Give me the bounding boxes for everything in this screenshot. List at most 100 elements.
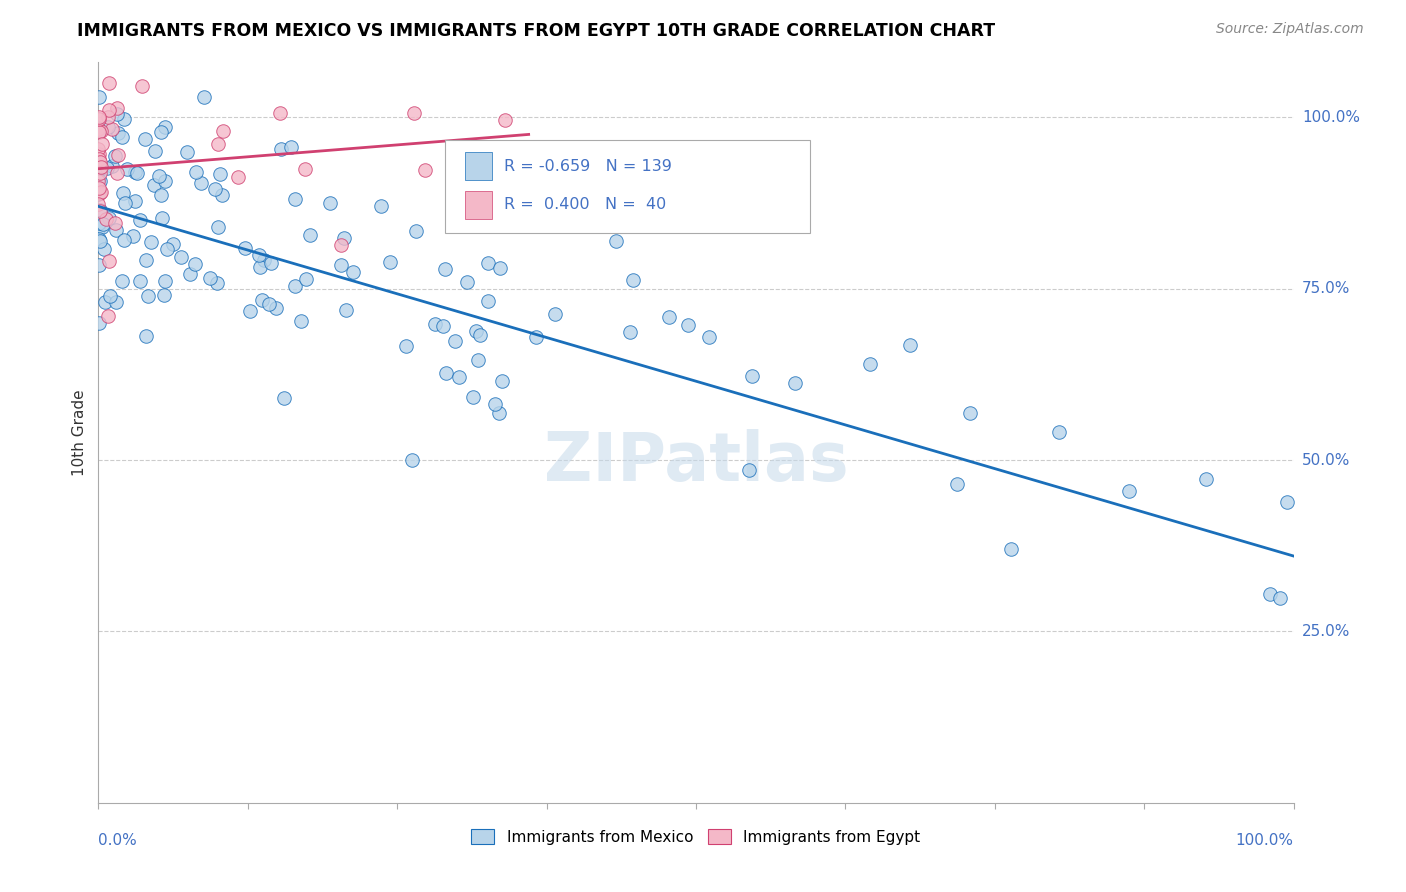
Point <box>117 161 139 176</box>
Point <box>299 227 322 242</box>
Point <box>91 218 114 232</box>
Point <box>103 148 125 162</box>
Point <box>87 174 110 188</box>
Point <box>107 126 129 140</box>
Point <box>257 297 280 311</box>
Point <box>247 248 270 262</box>
Point <box>129 212 152 227</box>
Point <box>183 257 205 271</box>
Text: Source: ZipAtlas.com: Source: ZipAtlas.com <box>1216 22 1364 37</box>
Point <box>959 406 981 420</box>
Point <box>619 325 641 339</box>
Point <box>468 327 491 342</box>
Point <box>264 301 287 316</box>
Point <box>101 159 124 173</box>
Point <box>131 79 153 94</box>
Point <box>697 330 720 344</box>
Point <box>162 237 184 252</box>
Point <box>184 165 207 179</box>
Point <box>89 124 111 138</box>
Text: 75.0%: 75.0% <box>1302 281 1350 296</box>
Point <box>149 125 172 139</box>
Point <box>465 324 488 338</box>
Point <box>97 110 120 124</box>
Text: 100.0%: 100.0% <box>1236 833 1294 848</box>
Point <box>678 318 700 333</box>
Point <box>100 289 122 303</box>
Point <box>621 273 644 287</box>
Point <box>89 166 111 180</box>
Point <box>898 338 921 352</box>
Point <box>105 294 128 309</box>
Point <box>105 107 128 121</box>
Point <box>330 258 353 272</box>
Point <box>155 174 177 188</box>
Point <box>124 194 146 208</box>
Point <box>335 303 357 318</box>
Point <box>87 147 110 161</box>
Point <box>544 307 567 321</box>
Point <box>179 267 201 281</box>
Bar <box>465 191 492 219</box>
Point <box>101 122 124 136</box>
Point <box>319 196 342 211</box>
Point <box>87 316 110 330</box>
Point <box>90 186 112 200</box>
Point <box>395 339 418 353</box>
Point <box>378 255 401 269</box>
Point <box>135 253 157 268</box>
Point <box>465 157 488 171</box>
Point <box>467 353 489 368</box>
Point <box>87 197 110 211</box>
Point <box>284 192 307 206</box>
Point <box>104 222 127 236</box>
Point <box>129 274 152 288</box>
Text: R =  0.400   N =  40: R = 0.400 N = 40 <box>503 197 666 212</box>
Point <box>139 235 162 249</box>
Point <box>143 144 166 158</box>
Point <box>447 369 470 384</box>
Point <box>121 229 143 244</box>
Point <box>97 76 120 90</box>
Point <box>97 120 120 135</box>
Text: IMMIGRANTS FROM MEXICO VS IMMIGRANTS FROM EGYPT 10TH GRADE CORRELATION CHART: IMMIGRANTS FROM MEXICO VS IMMIGRANTS FRO… <box>77 22 995 40</box>
Point <box>205 276 228 290</box>
Point <box>290 314 312 328</box>
Point <box>87 216 110 230</box>
Point <box>87 121 110 136</box>
Point <box>90 136 112 151</box>
Point <box>97 309 120 323</box>
Point <box>89 203 111 218</box>
Point <box>87 222 110 236</box>
Point <box>89 174 111 188</box>
Legend: Immigrants from Mexico, Immigrants from Egypt: Immigrants from Mexico, Immigrants from … <box>465 823 927 851</box>
Point <box>284 279 307 293</box>
Point <box>134 132 156 146</box>
Point <box>153 274 176 288</box>
Text: 25.0%: 25.0% <box>1302 624 1350 639</box>
Point <box>1270 591 1292 605</box>
Point <box>125 166 148 180</box>
Point <box>105 166 128 180</box>
Point <box>148 169 170 183</box>
Point <box>87 122 110 136</box>
Point <box>136 289 159 303</box>
Point <box>405 224 427 238</box>
Point <box>432 319 454 334</box>
Point <box>135 329 157 343</box>
Point <box>87 152 110 166</box>
Point <box>269 105 291 120</box>
Point <box>250 293 273 307</box>
Point <box>423 317 446 331</box>
Point <box>1258 587 1281 601</box>
Point <box>1047 425 1070 439</box>
Point <box>87 172 110 186</box>
Point <box>1277 495 1299 509</box>
Point <box>87 112 110 126</box>
Text: 0.0%: 0.0% <box>98 833 138 848</box>
Point <box>112 186 135 200</box>
Point <box>226 170 249 185</box>
Point <box>1194 472 1216 486</box>
Y-axis label: 10th Grade: 10th Grade <box>72 389 87 476</box>
Point <box>444 334 467 349</box>
